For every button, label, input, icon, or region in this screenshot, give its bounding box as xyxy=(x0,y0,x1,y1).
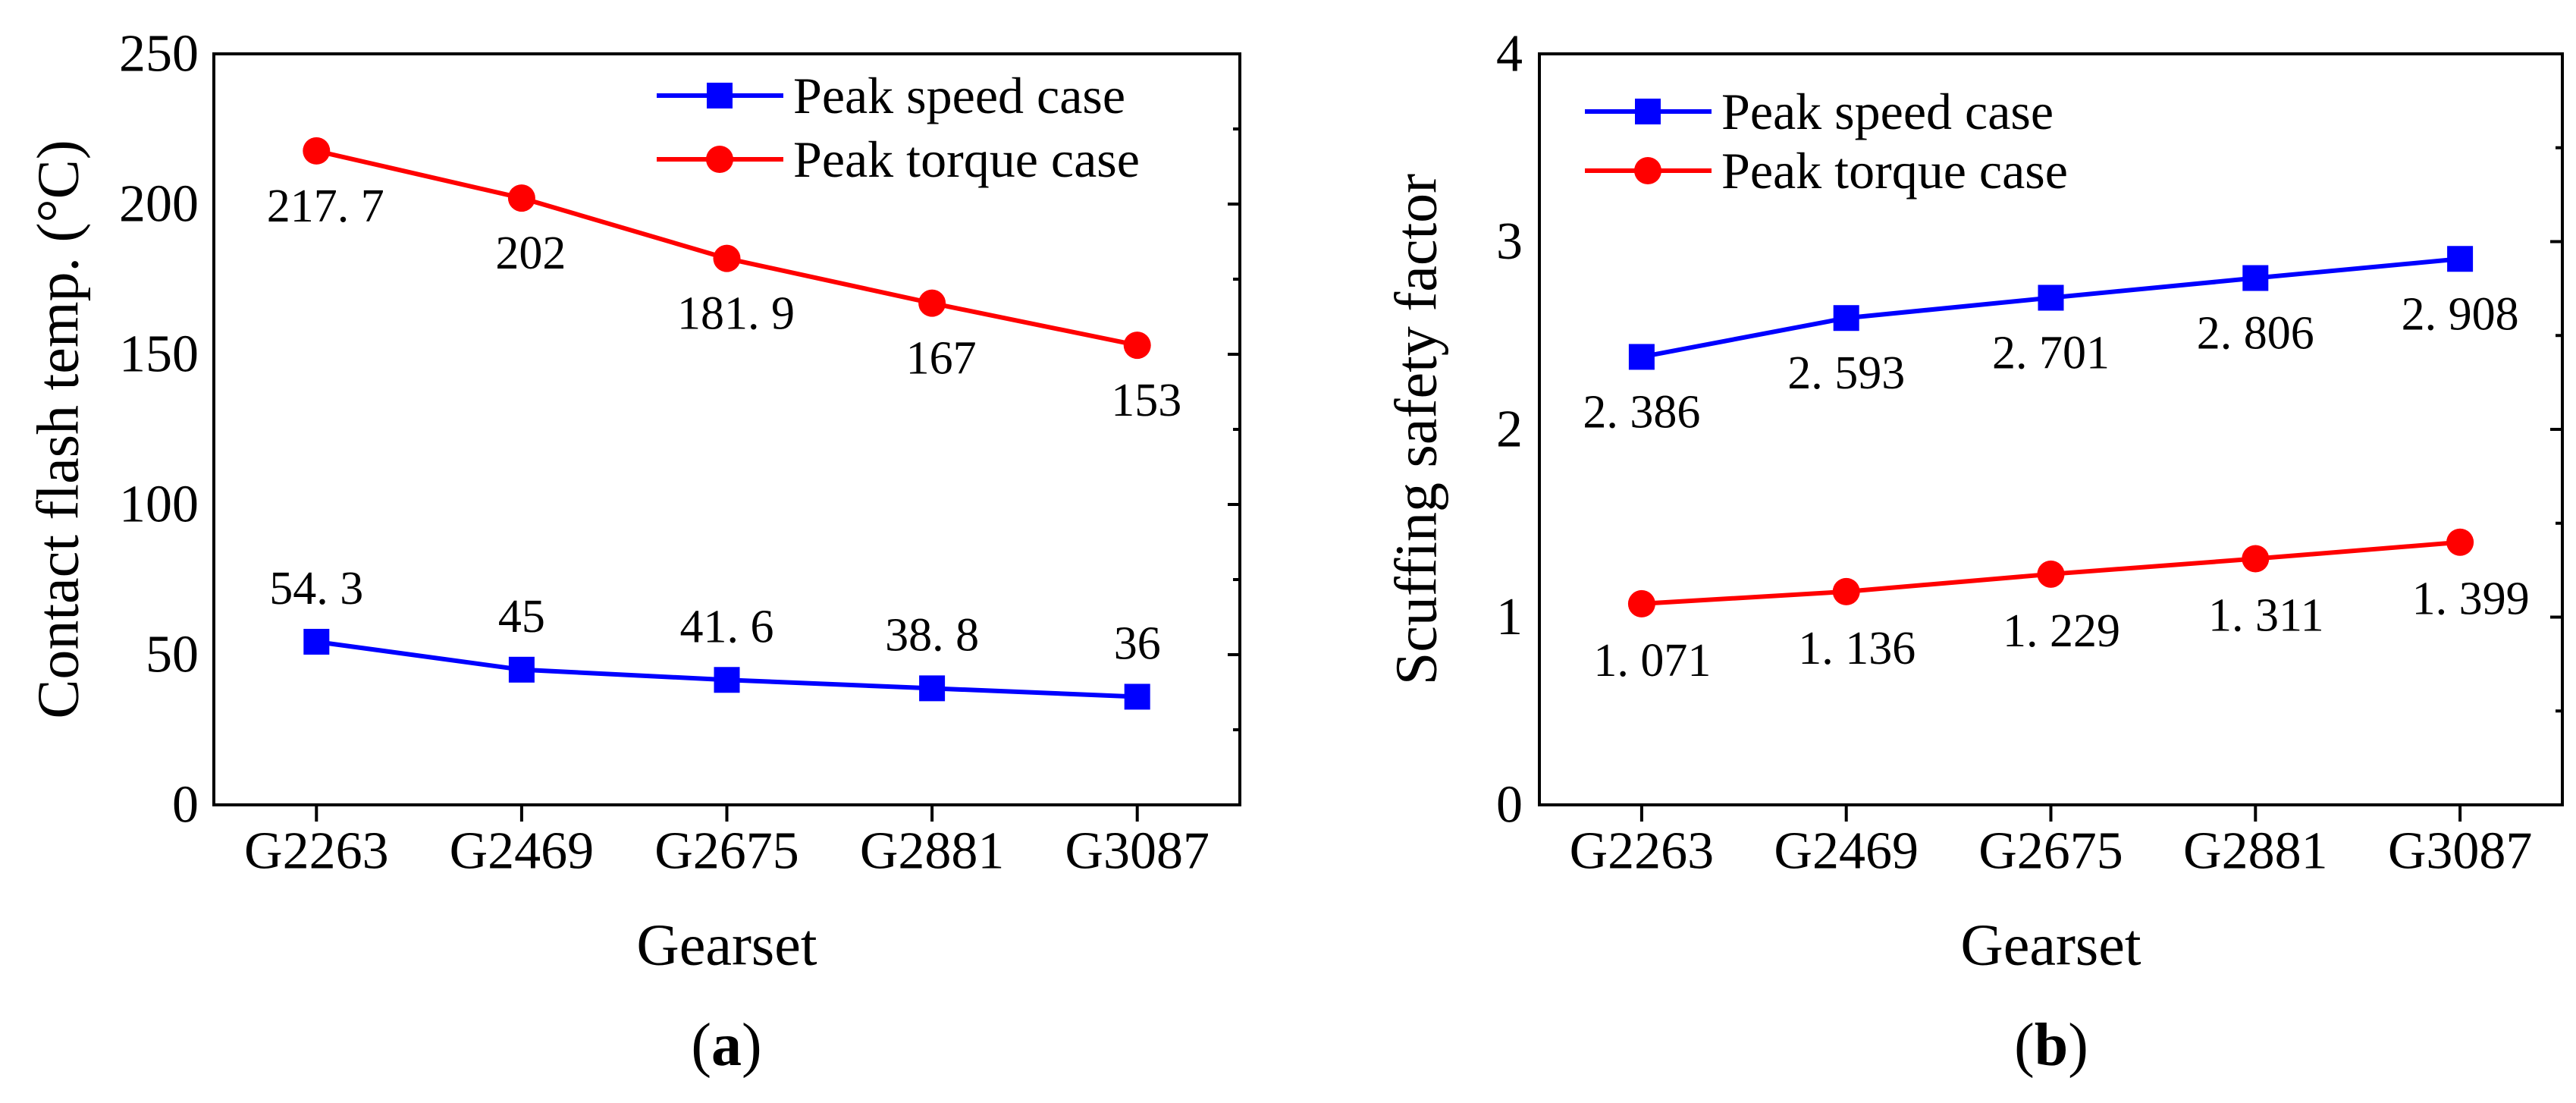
series-peak-torque-case: 217. 7 202 181. 9 167 153 xyxy=(267,137,1181,426)
y-tick-label: 200 xyxy=(119,175,199,234)
data-label: 45 xyxy=(498,591,545,643)
y-tick-label: 4 xyxy=(1496,25,1523,83)
data-label: 167 xyxy=(906,333,977,385)
y-tick-label: 0 xyxy=(1496,776,1523,834)
series-peak-speed-case: 2. 386 2. 593 2. 701 2. 806 2. 908 xyxy=(1583,246,2519,438)
data-label: 41. 6 xyxy=(680,601,774,652)
data-point-circle xyxy=(2242,545,2270,573)
caption-letter: b xyxy=(2035,1012,2069,1079)
legend-marker-circle xyxy=(1634,157,1661,184)
x-tick-label: G2469 xyxy=(1774,822,1919,881)
caption-paren: ( xyxy=(2014,1012,2035,1079)
data-label: 2. 701 xyxy=(1992,328,2110,379)
data-point-circle xyxy=(2037,560,2065,588)
data-label: 1. 311 xyxy=(2208,590,2324,642)
x-tick-label: G2263 xyxy=(244,822,389,881)
data-point-circle xyxy=(918,289,946,317)
data-point-circle xyxy=(303,137,331,165)
y-axis-title: Scuffing safety factor xyxy=(1383,174,1449,685)
y-tick-label: 50 xyxy=(146,626,199,684)
data-label: 1. 071 xyxy=(1593,635,1711,687)
data-point-square xyxy=(303,628,330,655)
data-point-circle xyxy=(713,244,741,272)
data-point-circle xyxy=(1627,589,1655,617)
x-tick-label: G2469 xyxy=(450,822,595,881)
data-point-square xyxy=(919,675,946,702)
y-axis-title: Contact flash temp. (°C) xyxy=(25,140,91,718)
data-point-circle xyxy=(1123,332,1151,360)
y-tick-label: 2 xyxy=(1496,401,1523,459)
data-label: 1. 399 xyxy=(2412,573,2530,625)
legend-label: Peak torque case xyxy=(1721,142,2068,200)
x-tick-label: G2263 xyxy=(1570,822,1715,881)
caption-paren: ) xyxy=(2068,1012,2088,1079)
series-peak-torque-case: 1. 071 1. 136 1. 229 1. 311 1. 399 xyxy=(1593,528,2530,687)
data-label: 202 xyxy=(495,228,566,279)
legend-marker-square xyxy=(707,83,733,108)
data-label: 54. 3 xyxy=(269,563,363,614)
data-label: 2. 806 xyxy=(2197,308,2314,360)
y-tick-label: 3 xyxy=(1496,212,1523,271)
data-label: 153 xyxy=(1111,375,1181,426)
y-tick-label: 150 xyxy=(119,325,199,384)
caption-paren: ( xyxy=(691,1012,711,1079)
y-tick-label: 250 xyxy=(119,25,199,83)
data-label: 36 xyxy=(1114,617,1161,669)
x-tick-label: G2881 xyxy=(860,822,1005,881)
data-point-square xyxy=(2038,284,2064,311)
data-label: 1. 136 xyxy=(1798,623,1916,674)
data-label: 217. 7 xyxy=(267,181,384,232)
data-point-square xyxy=(1833,305,1859,332)
data-point-circle xyxy=(2446,528,2474,556)
data-point-square xyxy=(714,667,740,693)
x-axis-title: Gearset xyxy=(1960,912,2141,978)
x-tick-label: G2675 xyxy=(654,822,799,881)
series-peak-speed-case: 54. 3 45 41. 6 38. 8 36 xyxy=(269,563,1161,710)
chart-a: 0 50 100 150 200 250 G2263 G2469 G2675 G2881 G3087… xyxy=(25,25,1241,1079)
data-point-square xyxy=(1628,344,1655,370)
data-point-square xyxy=(2242,265,2269,291)
x-tick-label: G3087 xyxy=(1065,822,1210,881)
data-label: 2. 908 xyxy=(2402,288,2519,340)
data-label: 181. 9 xyxy=(677,288,795,340)
caption-paren: ) xyxy=(742,1012,762,1079)
legend-label: Peak torque case xyxy=(793,130,1140,188)
data-point-square xyxy=(508,656,535,683)
x-tick-label: G2675 xyxy=(1978,822,2123,881)
legend-label: Peak speed case xyxy=(793,67,1125,124)
data-label: 1. 229 xyxy=(2003,605,2120,657)
data-label: 2. 386 xyxy=(1583,386,1700,438)
subfigure-caption: (b) xyxy=(2014,1012,2088,1079)
data-point-square xyxy=(1124,683,1150,710)
data-point-circle xyxy=(1832,577,1860,605)
chart-b: 0 1 2 3 4 G2263 G2469 G2675 G2881 G3087 Gearset Scu… xyxy=(1383,25,2564,1079)
caption-letter: a xyxy=(711,1012,742,1079)
data-label: 2. 593 xyxy=(1787,347,1905,399)
data-point-circle xyxy=(507,184,535,212)
y-tick-label: 1 xyxy=(1496,588,1523,646)
x-tick-label: G2881 xyxy=(2183,822,2328,881)
x-axis-title: Gearset xyxy=(636,912,817,978)
legend-label: Peak speed case xyxy=(1721,83,2054,140)
legend-marker-circle xyxy=(706,146,733,173)
data-label: 38. 8 xyxy=(885,609,979,661)
x-tick-label: G3087 xyxy=(2388,822,2533,881)
y-tick-label: 100 xyxy=(119,476,199,534)
y-tick-label: 0 xyxy=(172,776,199,834)
legend-marker-square xyxy=(1635,99,1661,124)
data-point-square xyxy=(2447,246,2474,272)
subfigure-caption: (a) xyxy=(691,1012,761,1079)
